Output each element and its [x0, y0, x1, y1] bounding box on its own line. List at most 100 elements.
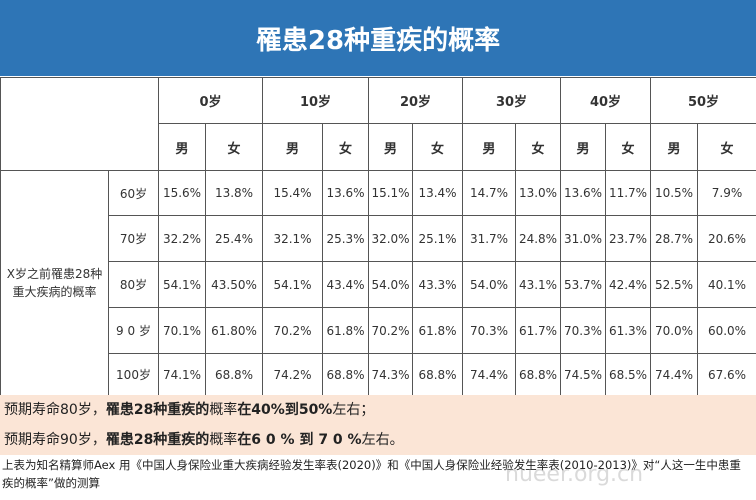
cell: 70.1% — [158, 307, 206, 354]
data-row: X岁之前罹患28种重大疾病的概率 60岁 15.6% 13.8% 15.4% 13.6% 1… — [0, 170, 756, 396]
note-segment: 在6 0 % 到 7 0 % — [237, 432, 362, 448]
cell: 54.1% — [158, 261, 206, 308]
cell: 13.0% — [515, 170, 562, 216]
data-row: 70岁 32.2% 25.4% 32.1% 25.3% 32.0% 25.1% 31.7% 24… — [1, 215, 756, 262]
sex-header: 女 — [605, 123, 652, 171]
cell: 40.1% — [697, 261, 756, 308]
cell: 74.1% — [158, 353, 206, 396]
age-header: 50岁 — [650, 77, 756, 124]
footer-note: 上表为知名精算师Aex 用《中国人身保险业重大疾病经验发生率表(2020)》和《… — [2, 458, 741, 490]
cell: 67.6% — [697, 353, 756, 396]
cell: 61.80% — [204, 307, 264, 354]
sex-row: 男女男女男女男女男女男女 — [1, 123, 756, 171]
age-label: 80岁 — [108, 261, 159, 308]
cell: 70.3% — [560, 307, 607, 354]
note-segment: 左右。 — [361, 432, 404, 448]
sex-header: 女 — [515, 123, 562, 171]
sex-header: 男 — [262, 123, 324, 171]
cell: 13.6% — [322, 170, 370, 216]
cell: 70.2% — [262, 307, 324, 354]
cell: 43.50% — [204, 261, 264, 308]
age-header: 30岁 — [462, 77, 562, 124]
sex-header: 男 — [560, 123, 607, 171]
cell: 60.0% — [697, 307, 756, 354]
sex-header: 女 — [322, 123, 370, 171]
corner-cell — [0, 77, 159, 171]
sex-header: 女 — [412, 123, 464, 171]
cell: 68.8% — [412, 353, 464, 396]
cell: 68.8% — [515, 353, 562, 396]
cell: 70.3% — [462, 307, 517, 354]
note-segment: 预期寿命80岁， — [4, 402, 106, 418]
note-segment: 在40%到50% — [237, 402, 333, 418]
note-segment: 概率 — [209, 402, 238, 418]
cell: 68.5% — [605, 353, 652, 396]
sex-header: 男 — [650, 123, 699, 171]
header-row: 0岁 10岁 20岁 30岁 40岁 50岁 — [0, 77, 756, 171]
cell: 61.7% — [515, 307, 562, 354]
cell: 61.8% — [412, 307, 464, 354]
cell: 7.9% — [697, 170, 756, 216]
cell: 13.8% — [204, 170, 264, 216]
cell: 68.8% — [322, 353, 370, 396]
cell: 42.4% — [605, 261, 652, 308]
cell: 23.7% — [605, 215, 652, 262]
sex-header: 男 — [368, 123, 414, 171]
age-header: 10岁 — [262, 77, 370, 124]
cell: 68.8% — [204, 353, 264, 396]
age-header: 40岁 — [560, 77, 652, 124]
age-header: 0岁 — [157, 77, 264, 124]
note-segment: 罹患28种重疾的 — [105, 402, 210, 418]
age-header: 20岁 — [368, 77, 464, 124]
probability-table: 0岁 10岁 20岁 30岁 40岁 50岁男女男女男女男女男女男女 X岁之前罹患28种重大… — [0, 77, 756, 396]
cell: 24.8% — [515, 215, 562, 262]
age-label: 100岁 — [108, 353, 159, 396]
cell: 25.4% — [204, 215, 264, 262]
sex-header: 女 — [204, 123, 264, 171]
cell: 13.4% — [412, 170, 464, 216]
cell: 74.4% — [650, 353, 699, 396]
cell: 25.1% — [412, 215, 464, 262]
note: 预期寿命80岁，罹患28种重疾的概率在40%到50%左右； — [0, 395, 756, 425]
cell: 20.6% — [697, 215, 756, 262]
cell: 32.1% — [262, 215, 324, 262]
cell: 52.5% — [650, 261, 699, 308]
cell: 31.0% — [560, 215, 607, 262]
cell: 70.2% — [368, 307, 414, 354]
cell: 25.3% — [322, 215, 370, 262]
sex-header: 男 — [462, 123, 517, 171]
age-label: 60岁 — [108, 170, 159, 216]
age-label: 70岁 — [108, 215, 159, 262]
cell: 13.6% — [560, 170, 607, 216]
cell: 31.7% — [462, 215, 517, 262]
age-label: 9 0 岁 — [108, 307, 159, 354]
note-segment: 罹患28种重疾的 — [105, 432, 210, 448]
cell: 61.3% — [605, 307, 652, 354]
notes: 预期寿命80岁，罹患28种重疾的概率在40%到50%左右； 预期寿命90岁，罹患2… — [0, 395, 756, 455]
cell: 43.4% — [322, 261, 370, 308]
note: 预期寿命90岁，罹患28种重疾的概率在6 0 % 到 7 0 %左右。 — [0, 425, 756, 455]
cell: 74.2% — [262, 353, 324, 396]
watermark: hueer.org.cn — [505, 462, 644, 487]
title-banner: 罹患28种重疾的概率 — [0, 0, 756, 76]
cell: 74.3% — [368, 353, 414, 396]
cell: 43.3% — [412, 261, 464, 308]
cell: 54.0% — [462, 261, 517, 308]
cell: 11.7% — [605, 170, 652, 216]
cell: 61.8% — [322, 307, 370, 354]
row-header: X岁之前罹患28种重大疾病的概率 — [0, 170, 109, 396]
cell: 32.2% — [158, 215, 206, 262]
cell: 15.1% — [368, 170, 414, 216]
cell: 32.0% — [368, 215, 414, 262]
note-segment: 预期寿命90岁， — [4, 432, 106, 448]
cell: 43.1% — [515, 261, 562, 308]
cell: 14.7% — [462, 170, 517, 216]
cell: 28.7% — [650, 215, 699, 262]
note-segment: 左右； — [332, 402, 375, 418]
cell: 15.4% — [262, 170, 324, 216]
cell: 10.5% — [650, 170, 699, 216]
cell: 53.7% — [560, 261, 607, 308]
cell: 15.6% — [158, 170, 206, 216]
cell: 54.1% — [262, 261, 324, 308]
